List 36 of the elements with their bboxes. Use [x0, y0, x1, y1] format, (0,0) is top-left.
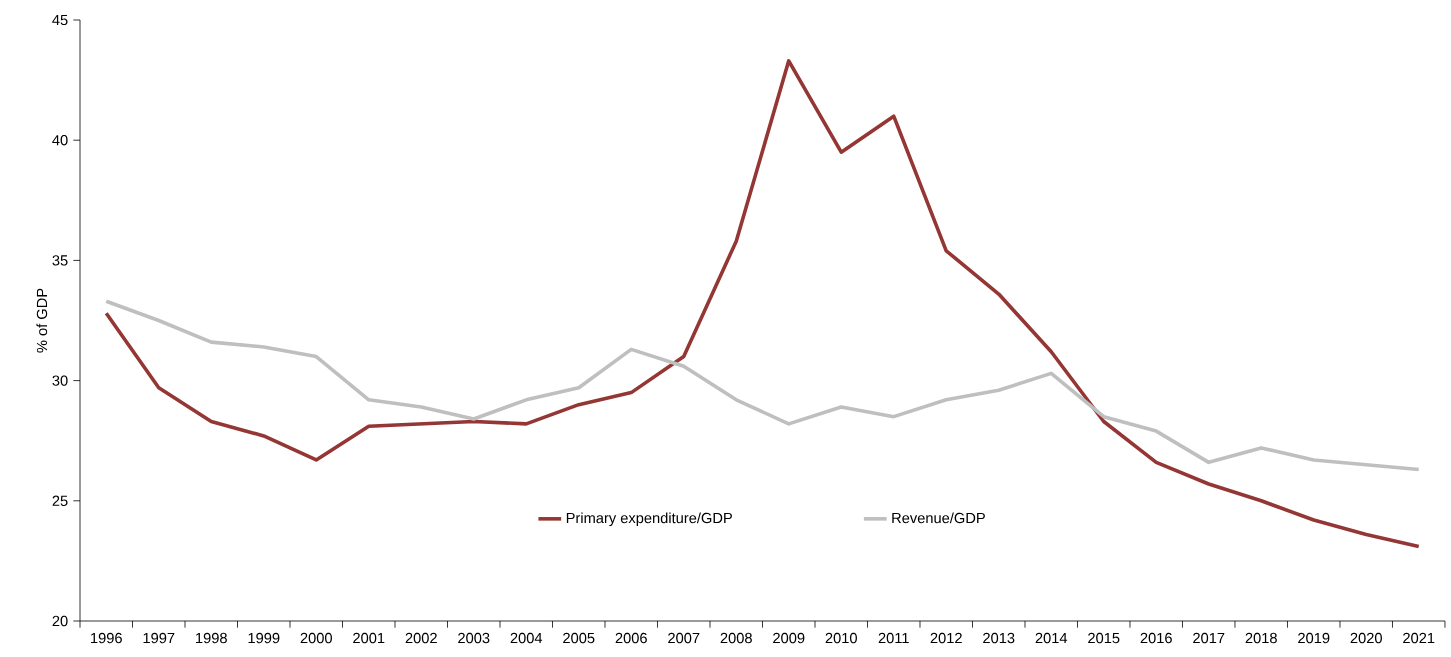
x-tick-label: 1998: [196, 632, 227, 644]
x-tick-label: 2014: [1035, 632, 1068, 644]
y-tick-label: 30: [52, 375, 68, 386]
x-tick-label: 2018: [1245, 632, 1277, 644]
y-tick-label: 20: [52, 615, 68, 627]
x-tick-label: 2009: [773, 632, 805, 644]
x-tick-label: 2002: [405, 632, 437, 644]
x-tick-label: 1997: [143, 632, 175, 644]
x-tick-label: 2004: [510, 632, 543, 644]
y-tick-label: 25: [52, 495, 68, 506]
y-tick-label: 40: [52, 135, 68, 146]
x-tick-label: 2020: [1350, 632, 1382, 644]
x-tick-label: 2012: [930, 632, 962, 644]
x-tick-label: 2013: [983, 632, 1015, 644]
x-tick-label: 2006: [615, 632, 647, 644]
x-tick-label: 2016: [1140, 632, 1172, 644]
legend-label: Primary expenditure/GDP: [566, 512, 732, 527]
x-tick-label: 1999: [248, 632, 280, 644]
x-tick-label: 2005: [563, 632, 595, 644]
x-tick-label: 1996: [91, 632, 122, 644]
y-tick-label: 35: [52, 255, 68, 266]
y-axis-title: % of GDP: [36, 288, 48, 353]
y-tick-label: 45: [52, 14, 68, 26]
x-tick-label: 2008: [720, 632, 752, 644]
line-series: [104, 299, 1421, 472]
x-tick-label: 2021: [1403, 632, 1435, 644]
x-tick-label: 2015: [1088, 632, 1120, 644]
x-tick-label: 2010: [825, 632, 857, 644]
x-tick-label: 2003: [458, 632, 490, 644]
legend-label: Revenue/GDP: [892, 512, 985, 524]
x-tick-label: 2011: [878, 632, 909, 644]
x-tick-label: 2000: [300, 632, 332, 644]
x-tick-label: 2007: [668, 632, 700, 644]
x-tick-label: 2017: [1193, 632, 1225, 644]
x-tick-label: 2019: [1298, 632, 1330, 644]
x-tick-label: 2001: [353, 632, 385, 644]
